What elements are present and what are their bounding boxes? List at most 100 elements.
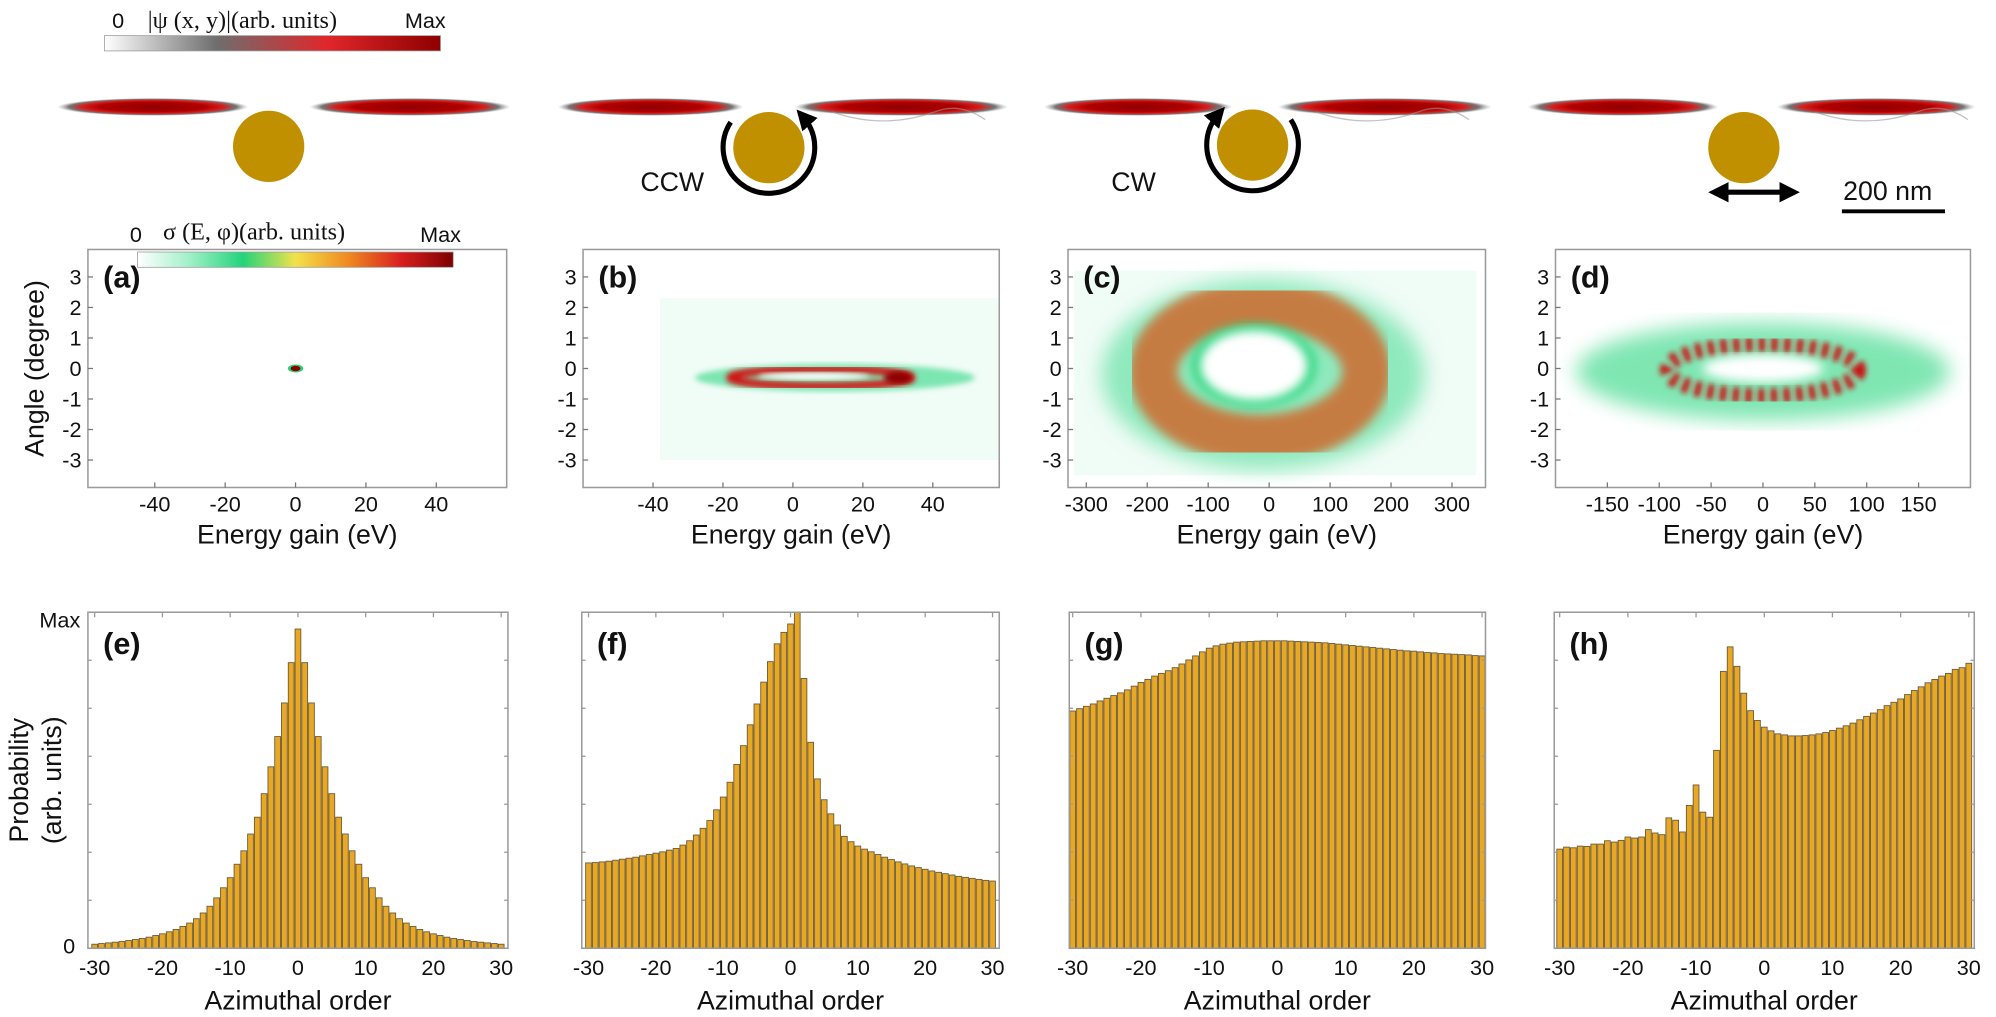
- x-tick-label: 30: [981, 955, 1005, 980]
- bar: [369, 887, 376, 949]
- outgoing-wave-packet: [794, 98, 1009, 116]
- bar: [1355, 645, 1363, 949]
- bar: [1144, 678, 1152, 949]
- colorbar-title: σ (E, φ)(arb. units): [163, 218, 345, 245]
- bar: [706, 820, 714, 949]
- bar: [159, 933, 166, 949]
- bar: [713, 809, 720, 949]
- bar: [1808, 734, 1816, 949]
- bar: [1301, 641, 1309, 949]
- bar: [477, 941, 485, 949]
- bar: [382, 905, 390, 949]
- bar: [1604, 840, 1611, 949]
- bar: [1815, 733, 1823, 949]
- bar: [186, 922, 193, 949]
- bar: [226, 877, 234, 949]
- x-tick-label: -150: [1586, 492, 1629, 517]
- signal-hole: [1200, 330, 1308, 401]
- x-tick-label: -10: [1680, 955, 1711, 980]
- bar: [1396, 649, 1404, 949]
- x-tick-label: 30: [489, 955, 513, 980]
- bar: [1342, 644, 1349, 949]
- bar: [1644, 829, 1652, 949]
- x-axis-label: Energy gain (eV): [1177, 520, 1378, 550]
- x-tick-label: 300: [1434, 492, 1470, 517]
- bar: [463, 940, 471, 949]
- x-tick-label: 0: [1758, 955, 1770, 980]
- x-tick-label: 20: [851, 492, 875, 517]
- bar: [1451, 653, 1459, 949]
- bar: [868, 851, 875, 949]
- x-tick-label: 150: [1901, 492, 1937, 517]
- panel-h: -30 -20 -10 0 10 20 30 (h) Azimuthal order: [1544, 611, 1981, 1015]
- colorbar-gradient: [137, 251, 454, 268]
- bar: [1563, 846, 1570, 949]
- nanoparticle: [233, 110, 305, 183]
- x-tick-label: 0: [785, 955, 797, 980]
- bar: [1444, 653, 1452, 949]
- bar: [1458, 654, 1465, 949]
- bar: [118, 941, 126, 949]
- bar: [1754, 719, 1761, 949]
- panel-b: -40 -20 0 20 40 3 2 1 0 -1 -2 -3 (b) Energy gain (eV): [557, 248, 1001, 550]
- bar: [1383, 648, 1390, 949]
- x-tick-label: 0: [290, 492, 302, 517]
- bar: [1369, 647, 1377, 949]
- schematic-row: CCW CW 200 nm: [57, 98, 1976, 214]
- bar: [989, 880, 996, 949]
- colorbar-gradient: [104, 35, 441, 52]
- bar: [1151, 675, 1158, 949]
- bar: [1471, 655, 1479, 949]
- bar: [1390, 649, 1397, 949]
- bar: [780, 631, 788, 949]
- bar: [1123, 689, 1131, 949]
- bar: [1465, 654, 1472, 949]
- bar: [1747, 710, 1754, 949]
- bar: [98, 943, 105, 949]
- colorbar-title: |ψ (x, y)|(arb. units): [148, 7, 337, 34]
- x-tick-label: 100: [1312, 492, 1348, 517]
- bar: [955, 875, 963, 949]
- bar: [1253, 640, 1261, 949]
- bar: [1897, 698, 1904, 949]
- y-axis-label: (arb. units): [37, 716, 67, 844]
- bar: [1082, 705, 1090, 949]
- bar: [1089, 703, 1097, 949]
- y-tick-label: Max: [39, 608, 80, 633]
- bar: [253, 816, 261, 949]
- bar: [632, 856, 639, 949]
- x-tick-label: 20: [913, 955, 937, 980]
- bar: [1583, 846, 1591, 949]
- bar: [1437, 653, 1445, 949]
- bar: [773, 643, 781, 949]
- bar: [1110, 695, 1117, 949]
- bar: [807, 741, 815, 949]
- x-axis-label: Energy gain (eV): [1663, 520, 1864, 550]
- bar: [814, 778, 821, 949]
- bar: [1651, 832, 1659, 949]
- scattered-wave-trace: [1316, 107, 1470, 122]
- bar: [746, 724, 754, 949]
- bar: [1924, 682, 1932, 949]
- bar: [1679, 831, 1686, 949]
- bar: [948, 874, 956, 949]
- bar: [800, 677, 808, 949]
- bar: [220, 887, 227, 949]
- bar: [787, 623, 794, 949]
- bar: [301, 662, 309, 949]
- bar: [618, 858, 626, 949]
- y-tick-label: 2: [565, 295, 577, 320]
- bar: [409, 925, 417, 949]
- y-axis-label: Probability: [4, 717, 34, 842]
- bar: [1403, 650, 1411, 949]
- x-tick-label: 0: [787, 492, 799, 517]
- bar: [1631, 837, 1639, 949]
- bar: [1945, 672, 1952, 949]
- bar: [1117, 692, 1124, 949]
- x-tick-label: -20: [707, 492, 738, 517]
- y-tick-label: -2: [1042, 417, 1061, 442]
- y-tick-label: -3: [1042, 448, 1061, 473]
- bar: [1349, 645, 1356, 949]
